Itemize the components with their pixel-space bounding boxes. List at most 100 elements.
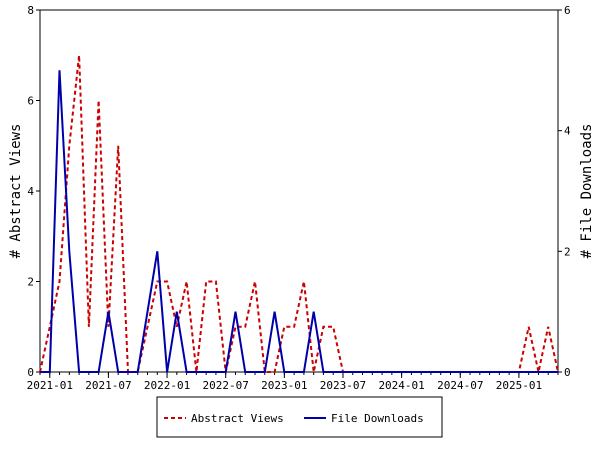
data-point-abstract-views xyxy=(322,326,324,328)
data-point-file-downloads xyxy=(430,371,432,373)
data-point-file-downloads xyxy=(147,311,149,313)
y-tick-label: 8 xyxy=(27,4,34,17)
data-point-file-downloads xyxy=(166,371,168,373)
series-layer xyxy=(39,54,559,373)
data-point-file-downloads xyxy=(322,371,324,373)
data-point-file-downloads xyxy=(498,371,500,373)
data-point-file-downloads xyxy=(479,371,481,373)
y-tick-label: 4 xyxy=(27,185,34,198)
data-point-abstract-views xyxy=(186,281,188,283)
data-point-file-downloads xyxy=(489,371,491,373)
y-tick-label: 2 xyxy=(27,276,34,289)
data-point-file-downloads xyxy=(410,371,412,373)
x-tick-label: 2023-07 xyxy=(320,379,366,392)
data-point-file-downloads xyxy=(352,371,354,373)
data-point-file-downloads xyxy=(215,371,217,373)
data-point-abstract-views xyxy=(274,371,276,373)
data-point-abstract-views xyxy=(215,281,217,283)
data-point-abstract-views xyxy=(313,371,315,373)
y2-tick-label: 6 xyxy=(564,4,571,17)
y2-tick-label: 0 xyxy=(564,366,571,379)
data-point-file-downloads xyxy=(528,371,530,373)
data-point-abstract-views xyxy=(332,326,334,328)
data-point-file-downloads xyxy=(508,371,510,373)
legend-box xyxy=(156,396,443,438)
data-point-file-downloads xyxy=(117,371,119,373)
y2-tick-label: 4 xyxy=(564,125,571,138)
data-point-file-downloads xyxy=(225,371,227,373)
x-tick-label: 2024-07 xyxy=(437,379,483,392)
data-point-abstract-views xyxy=(283,326,285,328)
data-point-abstract-views xyxy=(547,326,549,328)
legend-label-abstract-views: Abstract Views xyxy=(191,412,284,425)
x-tick-label: 2022-01 xyxy=(144,379,190,392)
x-tick-label: 2025-01 xyxy=(496,379,542,392)
x-axis-ticks: 2021-01 2021-07 2022-01 2022-07 2023-01 2023-… xyxy=(27,372,559,392)
data-point-file-downloads xyxy=(391,371,393,373)
data-point-abstract-views xyxy=(78,54,80,56)
data-point-file-downloads xyxy=(156,250,158,252)
data-point-file-downloads xyxy=(78,371,80,373)
data-point-abstract-views xyxy=(176,326,178,328)
data-point-abstract-views xyxy=(244,326,246,328)
series-line-file-downloads xyxy=(40,70,558,373)
data-point-file-downloads xyxy=(469,371,471,373)
data-point-abstract-views xyxy=(147,326,149,328)
data-point-file-downloads xyxy=(293,371,295,373)
data-point-abstract-views xyxy=(98,100,100,102)
data-point-abstract-views xyxy=(68,145,70,147)
data-point-file-downloads xyxy=(39,371,41,373)
data-point-abstract-views xyxy=(234,326,236,328)
data-point-file-downloads xyxy=(254,371,256,373)
data-point-file-downloads xyxy=(195,371,197,373)
data-point-abstract-views xyxy=(205,281,207,283)
data-point-file-downloads xyxy=(342,371,344,373)
data-point-abstract-views xyxy=(59,281,61,283)
data-point-file-downloads xyxy=(98,371,100,373)
data-point-abstract-views xyxy=(528,326,530,328)
data-point-file-downloads xyxy=(176,311,178,313)
right-axis-ticks: 0 2 4 6 xyxy=(558,4,571,379)
data-point-file-downloads xyxy=(303,371,305,373)
legend: Abstract Views File Downloads xyxy=(156,396,443,438)
y2-axis-title: # File Downloads xyxy=(579,124,595,259)
data-point-file-downloads xyxy=(449,371,451,373)
data-point-file-downloads xyxy=(127,371,129,373)
data-point-file-downloads xyxy=(234,311,236,313)
data-point-file-downloads xyxy=(459,371,461,373)
data-point-abstract-views xyxy=(166,281,168,283)
data-point-file-downloads xyxy=(362,371,364,373)
data-point-abstract-views xyxy=(303,281,305,283)
data-point-file-downloads xyxy=(313,311,315,313)
data-point-file-downloads xyxy=(205,371,207,373)
data-point-file-downloads xyxy=(244,371,246,373)
data-point-file-downloads xyxy=(440,371,442,373)
data-point-file-downloads xyxy=(137,371,139,373)
data-point-file-downloads xyxy=(332,371,334,373)
plot-frame xyxy=(39,9,559,373)
data-point-abstract-views xyxy=(156,281,158,283)
x-tick-label: 2022-07 xyxy=(203,379,249,392)
y-tick-label: 0 xyxy=(27,366,34,379)
data-point-file-downloads xyxy=(537,371,539,373)
data-point-abstract-views xyxy=(254,281,256,283)
data-point-file-downloads xyxy=(107,311,109,313)
data-point-file-downloads xyxy=(401,371,403,373)
data-point-file-downloads xyxy=(68,250,70,252)
left-axis-ticks: 0 2 4 6 8 xyxy=(27,4,40,379)
x-tick-label: 2024-01 xyxy=(378,379,424,392)
data-point-abstract-views xyxy=(88,326,90,328)
y-tick-label: 6 xyxy=(27,95,34,108)
data-point-abstract-views xyxy=(107,326,109,328)
data-point-file-downloads xyxy=(371,371,373,373)
y-axis-title: # Abstract Views xyxy=(8,124,24,259)
data-point-file-downloads xyxy=(186,371,188,373)
legend-label-file-downloads: File Downloads xyxy=(331,412,424,425)
data-point-file-downloads xyxy=(518,371,520,373)
data-point-file-downloads xyxy=(274,311,276,313)
data-point-file-downloads xyxy=(88,371,90,373)
y2-tick-label: 2 xyxy=(564,245,571,258)
data-point-file-downloads xyxy=(557,371,559,373)
